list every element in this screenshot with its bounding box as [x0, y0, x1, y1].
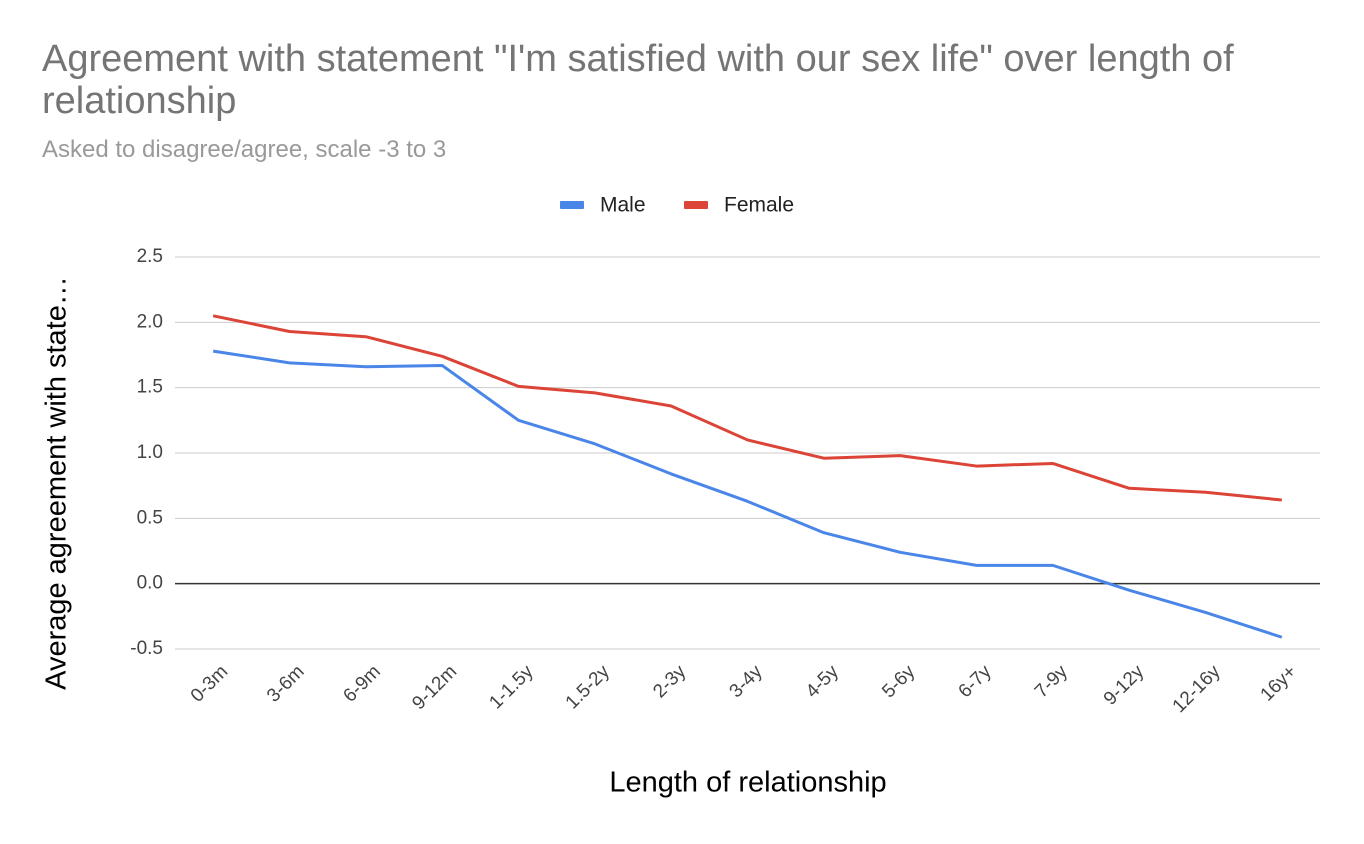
chart-title: Agreement with statement "I'm satisfied … — [42, 38, 1234, 122]
x-tick-label: 16y+ — [1257, 661, 1301, 705]
x-tick-label: 5-6y — [878, 661, 919, 702]
y-tick-label: 1.5 — [137, 377, 163, 398]
x-axis-label: Length of relationship — [609, 767, 886, 799]
data-line — [212, 314, 1282, 502]
x-tick-label: 1.5-2y — [562, 661, 615, 714]
legend-label: Male — [600, 194, 646, 217]
y-tick-label: 0.5 — [137, 507, 163, 528]
y-tick-label: -0.5 — [130, 638, 163, 659]
x-tick-label: 0-3m — [187, 661, 232, 706]
x-tick-label: 2-3y — [649, 661, 690, 702]
y-tick-label: 2.5 — [137, 246, 163, 267]
legend-swatch — [684, 201, 708, 209]
x-tick-label: 3-6m — [263, 661, 308, 706]
x-tick-label: 7-9y — [1031, 661, 1072, 702]
x-tick-label: 9-12m — [408, 661, 461, 714]
y-tick-label: 2.0 — [137, 311, 163, 332]
x-tick-label: 6-9m — [339, 661, 384, 706]
x-tick-label: 12-16y — [1169, 661, 1225, 717]
y-axis-label: Average agreement with state… — [41, 276, 73, 690]
x-tick-label: 4-5y — [802, 661, 843, 702]
x-tick-label: 6-7y — [955, 661, 996, 702]
x-tick-label: 3-4y — [726, 661, 767, 702]
y-tick-label: 0.0 — [137, 573, 163, 594]
x-tick-label: 9-12y — [1100, 661, 1149, 710]
chart-subtitle: Asked to disagree/agree, scale -3 to 3 — [42, 136, 447, 163]
y-tick-label: 1.0 — [137, 442, 163, 463]
legend-label: Female — [724, 194, 794, 217]
legend-swatch — [560, 201, 584, 209]
data-line — [212, 349, 1283, 639]
x-tick-label: 1-1.5y — [485, 661, 538, 714]
